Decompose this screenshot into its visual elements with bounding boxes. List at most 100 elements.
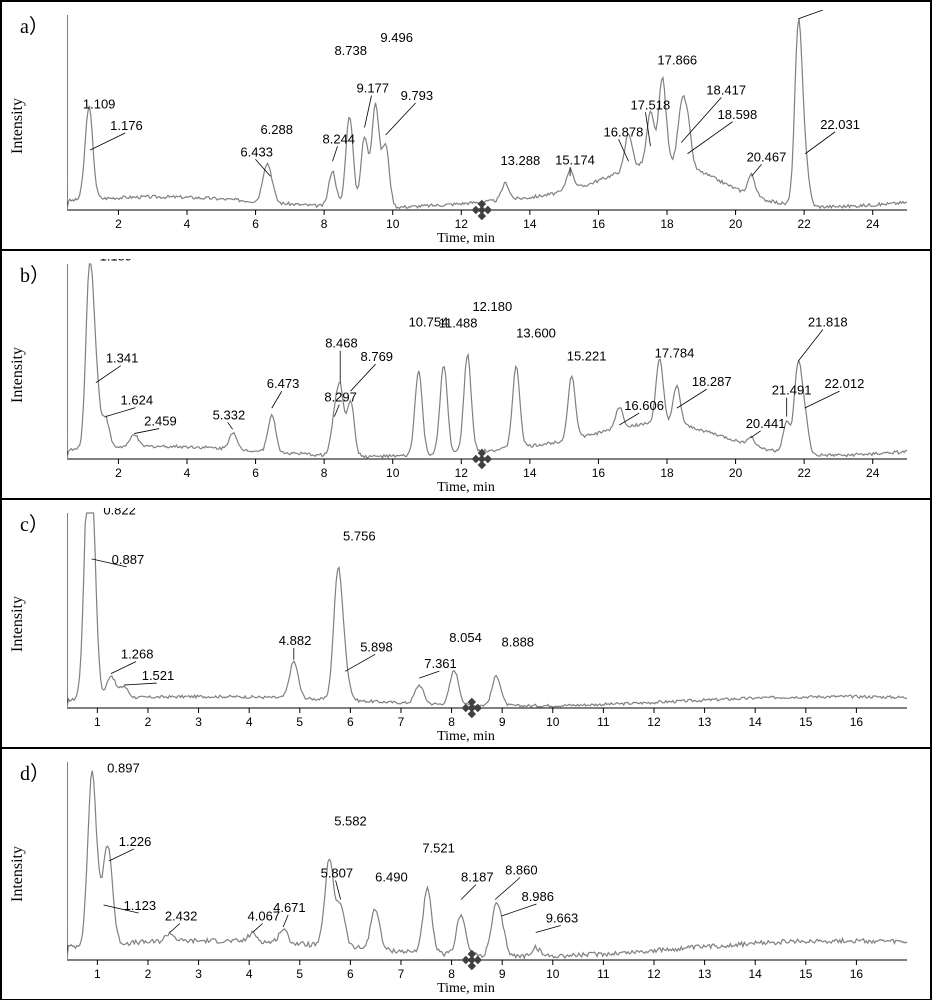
x-tick-label: 6 [252,466,259,480]
x-tick-label: 2 [115,217,122,231]
peak-label: 16.878 [604,124,644,139]
x-tick-label: 6 [347,967,354,981]
x-tick-label: 15 [799,967,813,981]
x-tick-label: 4 [246,967,253,981]
peak-label: 5.332 [213,407,246,422]
peak-label: 15.221 [567,349,607,364]
x-tick-label: 7 [398,967,405,981]
y-axis-label: Intensity [9,347,27,403]
y-axis-label: Intensity [9,846,27,902]
chromatogram-trace [67,771,907,960]
peak-label: 15.174 [555,152,595,167]
x-tick-label: 16 [592,466,606,480]
x-tick-label: 13 [698,967,712,981]
peak-label: 4.882 [279,633,312,648]
peak-label: 8.054 [449,630,482,645]
chromatogram-trace [67,513,907,708]
x-tick-label: 7 [398,715,405,729]
x-tick-label: 6 [347,715,354,729]
peak-label: 2.459 [144,414,177,429]
peak-label: 8.297 [324,390,357,405]
peak-label: 8.888 [502,635,535,650]
plot-svg: 0e01e72e73e74e75e7246810121416182022241.… [67,10,917,235]
peak-label: 11.488 [439,315,478,330]
peak-label: 8.187 [461,870,494,885]
peak-label: 7.361 [424,656,457,671]
plot-svg: 0.0e05.0e61.0e71.5e72.0e7246810121416182… [67,259,917,484]
x-tick-label: 22 [797,466,811,480]
peak-label: 1.176 [110,118,143,133]
peak-label: 8.860 [505,863,538,878]
peak-label: 0.822 [103,508,136,517]
peak-label: 9.663 [546,911,579,926]
panel-d: d）IntensityTime, min0e01e72e73e712345678… [1,748,931,1000]
peak-label: 18.598 [718,107,758,122]
x-tick-label: 8 [321,466,328,480]
peak-label: 13.288 [500,153,540,168]
peak-label: 1.624 [121,393,154,408]
peak-label: 17.866 [657,53,697,68]
peak-label: 7.521 [422,841,455,856]
x-tick-label: 12 [455,466,469,480]
x-tick-label: 20 [729,217,743,231]
x-tick-label: 1 [94,715,101,729]
x-tick-label: 5 [296,967,303,981]
x-tick-label: 14 [749,967,763,981]
peak-label: 22.031 [820,117,860,132]
peak-label: 16.606 [624,398,664,413]
peak-label: 13.600 [516,326,556,341]
axis-marker-icon [472,449,492,469]
x-tick-label: 16 [850,715,864,729]
axis-marker-icon [462,698,482,718]
peak-label: 18.417 [706,83,746,98]
peak-label: 1.268 [121,647,154,662]
x-tick-label: 2 [145,967,152,981]
peak-label: 8.738 [334,43,367,58]
x-tick-label: 24 [866,466,880,480]
plot-svg: 0e02e74e76e78e7123456789101112131415160.… [67,508,917,733]
x-tick-label: 3 [195,715,202,729]
peak-label: 21.491 [772,383,812,398]
peak-label: 18.287 [692,374,732,389]
x-tick-label: 18 [660,466,674,480]
peak-label: 0.897 [107,761,140,776]
peak-label: 6.288 [260,122,293,137]
x-tick-label: 6 [252,217,259,231]
peak-label: 8.986 [521,889,554,904]
x-tick-label: 4 [246,715,253,729]
peak-label: 8.468 [325,336,358,351]
peak-label: 5.756 [343,528,376,543]
panel-label: a） [20,10,49,39]
x-tick-label: 14 [749,715,763,729]
x-tick-label: 8 [448,967,455,981]
x-tick-label: 10 [386,466,400,480]
peak-label: 5.582 [334,814,367,829]
x-tick-label: 2 [115,466,122,480]
peak-label: 1.123 [124,898,157,913]
x-tick-label: 9 [499,715,506,729]
x-tick-label: 3 [195,967,202,981]
x-tick-label: 15 [799,715,813,729]
panel-a: a）IntensityTime, min0e01e72e73e74e75e724… [1,1,931,250]
x-tick-label: 4 [184,217,191,231]
x-tick-label: 12 [455,217,469,231]
x-tick-label: 10 [546,967,560,981]
x-tick-label: 18 [660,217,674,231]
peak-label: 5.807 [321,866,354,881]
x-tick-label: 13 [698,715,712,729]
peak-label: 6.433 [240,144,273,159]
peak-label: 20.467 [747,149,787,164]
x-tick-label: 8 [448,715,455,729]
x-tick-label: 1 [94,967,101,981]
peak-label: 1.109 [83,96,116,111]
x-tick-label: 10 [386,217,400,231]
x-tick-label: 20 [729,466,743,480]
y-axis-label: Intensity [9,596,27,652]
peak-label: 9.177 [356,81,389,96]
peak-label: 22.012 [825,376,865,391]
peak-label: 9.793 [401,88,434,103]
peak-label: 1.341 [106,351,139,366]
peak-label: 0.887 [112,552,145,567]
x-tick-label: 4 [184,466,191,480]
peak-label: 12.180 [472,299,512,314]
